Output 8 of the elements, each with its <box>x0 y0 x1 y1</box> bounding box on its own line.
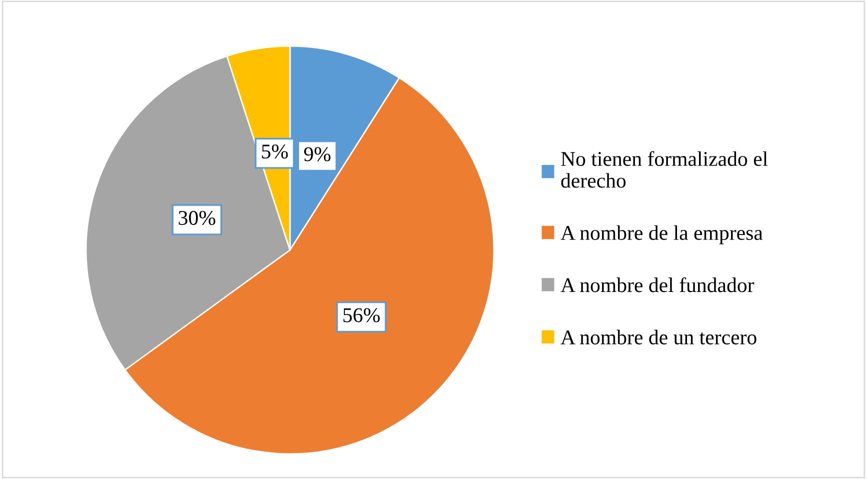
legend-label: A nombre del fundador <box>560 277 754 292</box>
data-label: 56% <box>343 308 380 322</box>
legend-label: A nombre de la empresa <box>560 225 763 244</box>
legend-label: A nombre de un tercero <box>560 330 756 344</box>
data-label: 5% <box>262 144 288 159</box>
legend-label: No tienen formalizado el derecho <box>561 151 768 188</box>
data-label: 9% <box>304 147 330 162</box>
data-label: 30% <box>178 210 216 226</box>
